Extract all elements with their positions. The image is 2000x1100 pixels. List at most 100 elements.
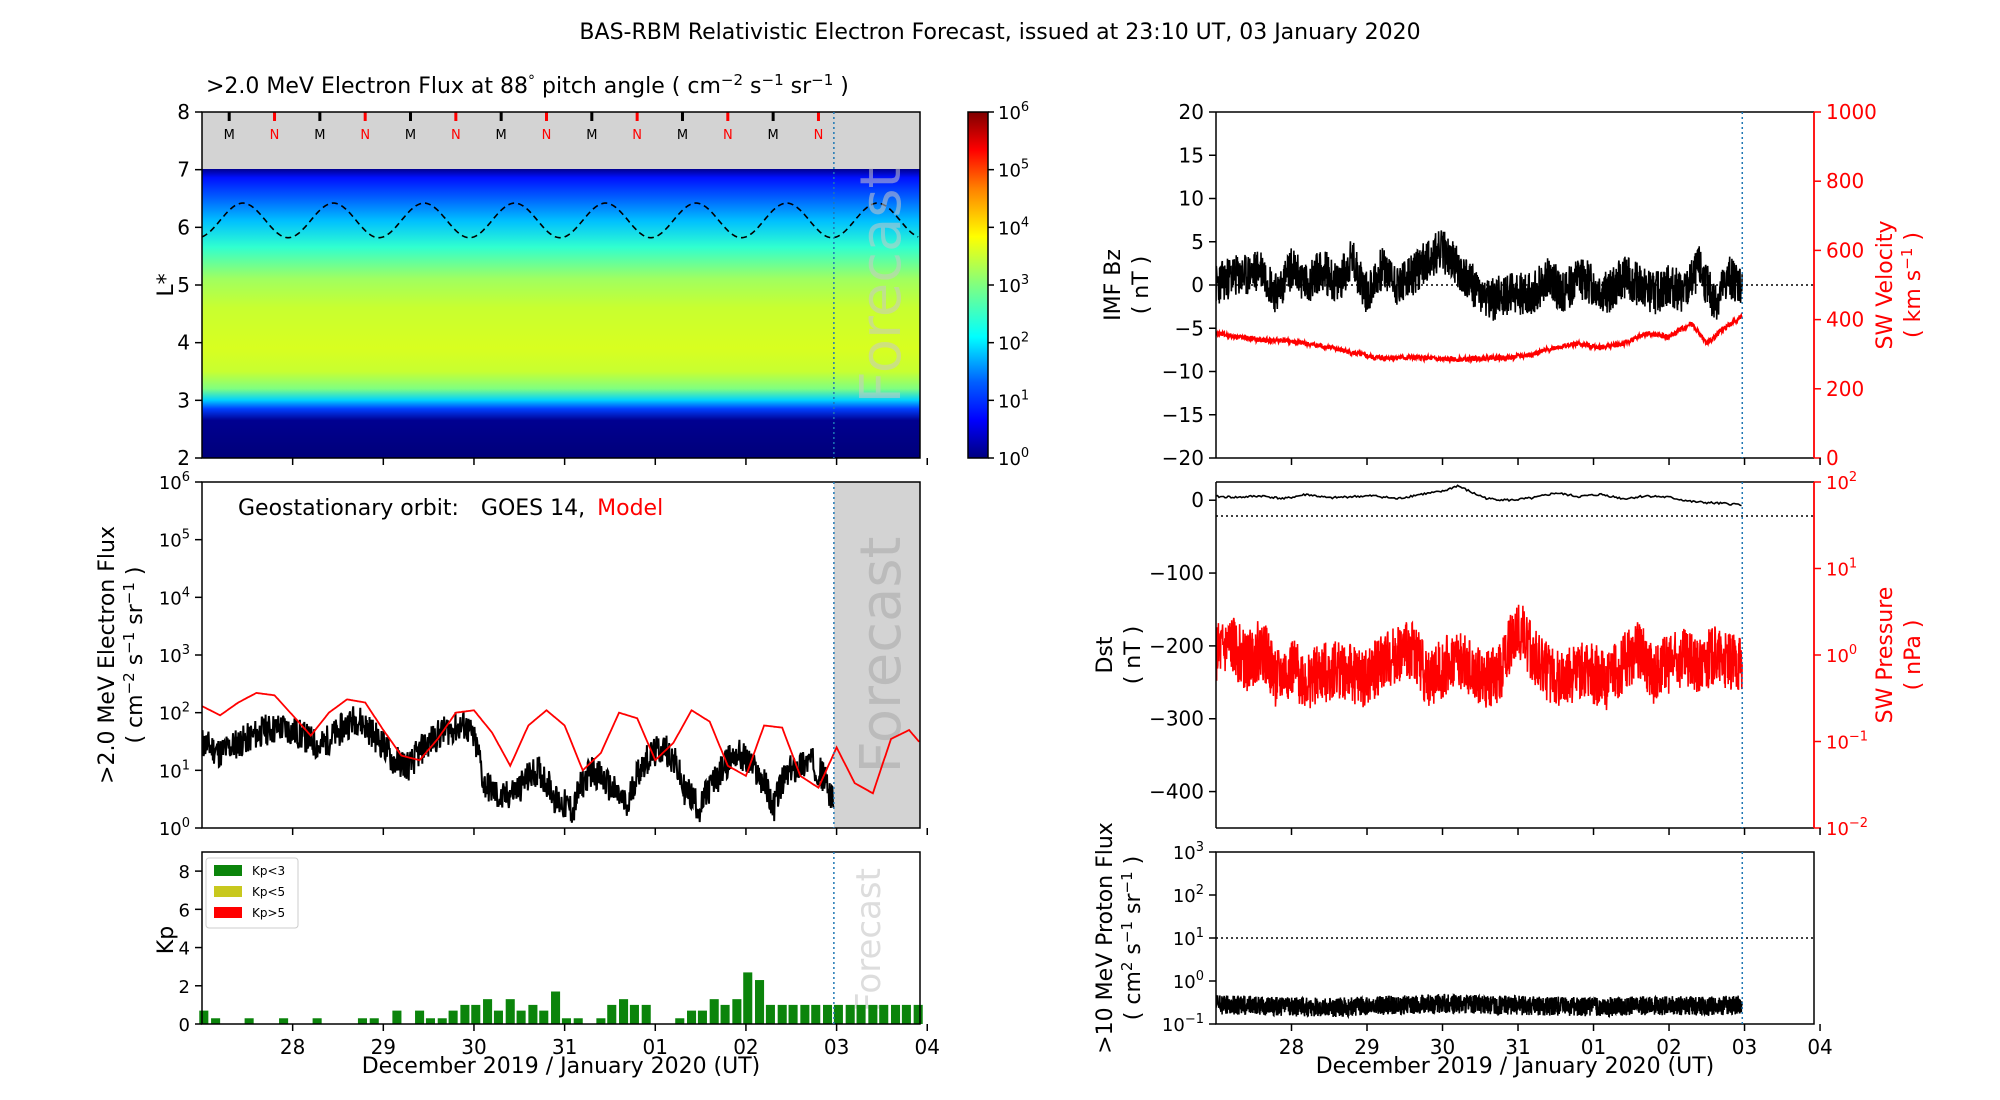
kp-bar	[629, 1004, 639, 1024]
geo-flux-tick-label: 103	[159, 643, 190, 667]
sw-pressure-ylabel-line1: SW Pressure	[1873, 587, 1898, 724]
mn-marker-label: M	[314, 128, 325, 143]
colorbar-tick-label: 103	[998, 273, 1029, 297]
left-x-tick-label: 30	[461, 1035, 486, 1059]
kp-legend-swatch-high	[214, 907, 242, 918]
sw-velocity-yticks: 0 200 400 600 800 1000	[1814, 100, 1877, 470]
kp-bar	[357, 1018, 367, 1024]
left-x-tick-label: 03	[824, 1035, 849, 1059]
colorbar	[967, 111, 989, 459]
left-x-tick-label: 28	[280, 1035, 305, 1059]
dst-ylabel-line2: ( nT )	[1121, 626, 1146, 685]
kp-bar	[483, 999, 493, 1024]
right-xlabel: December 2019 / January 2020 (UT)	[1316, 1054, 1715, 1079]
proton-ylabel-line1: >10 MeV Proton Flux	[1093, 822, 1118, 1054]
kp-bar	[890, 1004, 901, 1024]
right-x-tick-label: 29	[1354, 1035, 1379, 1059]
kp-bar	[415, 1010, 425, 1024]
left-x-ticks: 28 29 30 31 01 02 03 04	[280, 1024, 940, 1059]
sw-velocity-line	[1216, 312, 1743, 365]
sw-velocity-tick-label: 1000	[1826, 100, 1877, 124]
geo-ylabel-line1: >2.0 MeV Electron Flux	[95, 526, 120, 784]
sw-velocity-tick-label: 200	[1826, 377, 1864, 401]
imf-tick-label: −15	[1162, 403, 1204, 427]
kp-bar	[493, 1010, 503, 1024]
geo-forecast-watermark: Forecast	[849, 537, 914, 774]
left-x-tick-label: 31	[552, 1035, 577, 1059]
kp-bar	[312, 1018, 322, 1024]
kp-tick-label: 6	[179, 900, 190, 921]
kp-tick-label: 8	[179, 862, 190, 883]
right-x-tick-label: 30	[1430, 1035, 1455, 1059]
geo-flux-tick-label: 102	[159, 701, 190, 725]
kp-bar	[833, 1004, 843, 1024]
kp-tick-label: 2	[179, 977, 190, 998]
right-x-tick-label: 31	[1505, 1035, 1530, 1059]
imf-tick-label: −5	[1175, 316, 1204, 340]
sw-velocity-tick-label: 400	[1826, 308, 1864, 332]
kp-bar	[607, 1004, 617, 1024]
kp-bar	[619, 999, 629, 1024]
kp-bar	[573, 1018, 583, 1024]
proton-tick-label: 102	[1173, 883, 1204, 907]
sw-velocity-tick-label: 800	[1826, 169, 1864, 193]
imf-tick-label: 0	[1191, 273, 1204, 297]
kp-bar	[539, 1010, 549, 1024]
geo-flux-yticks: 100 101 102 103 104 105 106	[159, 470, 202, 840]
colorbar-tick-label: 105	[998, 158, 1029, 182]
colorbar-ticks: 100 101 102 103 104 105 106	[988, 100, 1029, 470]
geo-flux-tick-label: 105	[159, 528, 190, 552]
kp-bar	[437, 1018, 447, 1024]
flux-heatmap	[202, 169, 920, 458]
kp-bar	[425, 1018, 435, 1024]
kp-bar	[868, 1004, 878, 1024]
left-x-tick-label: 04	[915, 1035, 940, 1059]
left-x-tick-label: 01	[643, 1035, 668, 1059]
geo-flux-tick-label: 100	[159, 816, 190, 840]
goes-flux-line	[202, 706, 835, 823]
kp-bar	[460, 1004, 470, 1024]
kp-bar	[369, 1018, 379, 1024]
dst-ylabel-line1: Dst	[1093, 636, 1118, 673]
flux-map-ylabel: L*	[154, 273, 179, 296]
kp-bar	[641, 1004, 651, 1024]
flux-map-title: >2.0 MeV Electron Flux at 88° pitch angl…	[206, 71, 849, 99]
sw-velocity-ylabel-line1: SW Velocity	[1873, 220, 1898, 349]
kp-bar	[901, 1004, 911, 1024]
sw-velocity-tick-label: 0	[1826, 446, 1839, 470]
mn-marker-label: N	[542, 128, 552, 143]
right-x-ticks: 28 29 30 31 01 02 03 04	[1279, 1024, 1833, 1059]
geo-flux-frame	[201, 481, 921, 829]
mn-marker-label: N	[270, 128, 280, 143]
kp-bar	[392, 1010, 402, 1024]
mn-marker-label: M	[768, 128, 779, 143]
x-minor-ticks	[1290, 458, 1821, 465]
kp-bar	[788, 1004, 798, 1024]
geo-flux-panel: Forecast 100 101 102 103 104 105 106 Geostatio…	[95, 470, 921, 840]
dst-tick-label: −200	[1149, 634, 1204, 658]
geo-flux-tick-label: 101	[159, 758, 190, 782]
imf-tick-label: −20	[1162, 446, 1204, 470]
kp-forecast-watermark: Forecast	[849, 868, 889, 1012]
imf-ylabel-line1: IMF Bz	[1101, 249, 1126, 321]
l-star-tick-label: 2	[177, 446, 190, 470]
l-star-tick-label: 4	[177, 331, 190, 355]
flux-map-panel: >2.0 MeV Electron Flux at 88° pitch angl…	[154, 71, 1029, 470]
dst-tick-label: −400	[1149, 780, 1204, 804]
kp-bar	[199, 1010, 209, 1024]
kp-legend-label-low: Kp<3	[252, 864, 285, 878]
proton-yticks: 10−1 100 101 102 103	[1162, 840, 1216, 1036]
sw-pressure-tick-label: 100	[1826, 643, 1857, 667]
kp-tick-label: 4	[179, 939, 190, 960]
dst-tick-label: −300	[1149, 707, 1204, 731]
right-x-tick-label: 02	[1656, 1035, 1681, 1059]
x-minor-ticks	[1290, 828, 1821, 835]
l-star-tick-label: 6	[177, 215, 190, 239]
mn-marker-label: M	[496, 128, 507, 143]
proton-flux-line	[1216, 992, 1743, 1020]
kp-bar	[800, 1004, 810, 1024]
sw-pressure-yticks: 10−2 10−1 100 101 102	[1814, 470, 1868, 840]
kp-ylabel: Kp	[154, 926, 179, 954]
kp-bar	[244, 1018, 254, 1024]
